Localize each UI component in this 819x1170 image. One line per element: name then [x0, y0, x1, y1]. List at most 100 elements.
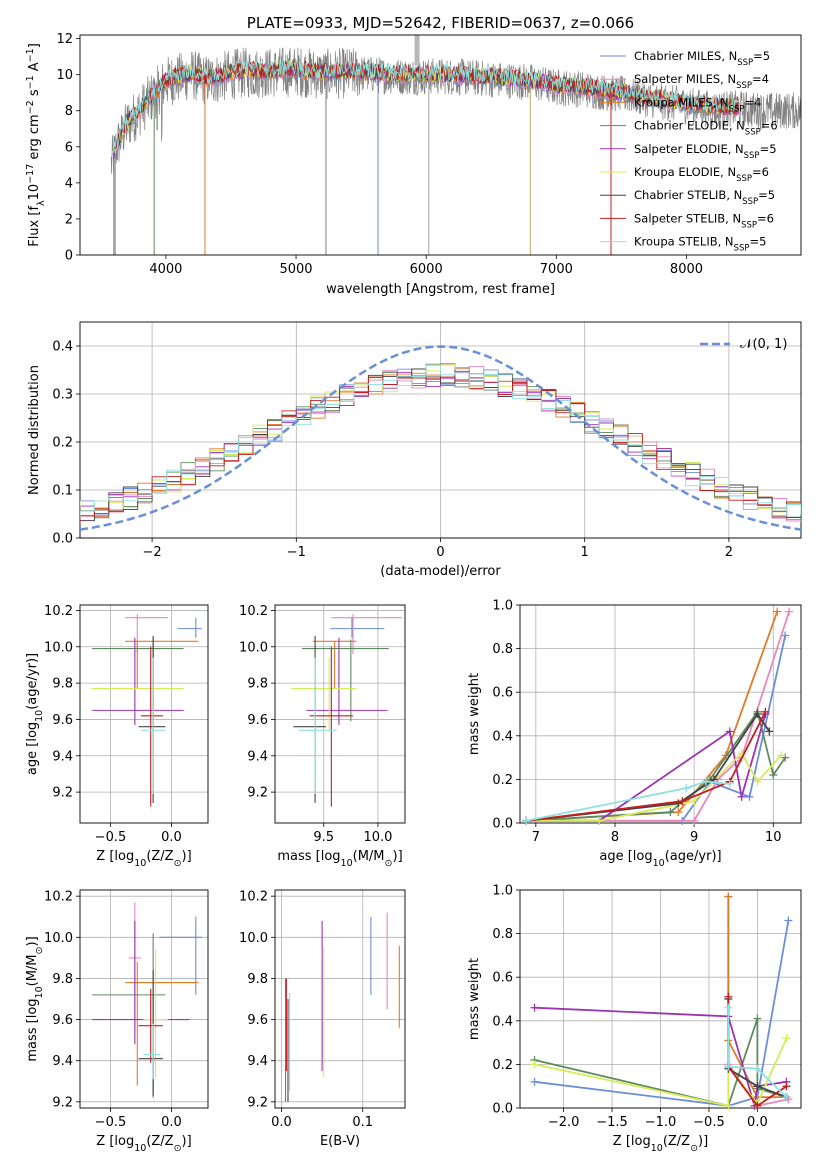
axes-frame: [79, 34, 802, 256]
normal-curve: [80, 345, 801, 531]
x-tick-label: −2.0: [548, 1115, 580, 1130]
y-tick-label: 0.0: [492, 817, 513, 832]
y-tick-label: 10.2: [239, 890, 268, 905]
weight-point-marker: [690, 797, 699, 806]
weight-point-marker: [595, 816, 604, 825]
y-tick-label: 10: [56, 68, 73, 83]
legend-entry: 𝒩(0, 1): [740, 337, 787, 352]
legend-entry: Chabrier STELIB, NSSP=5: [634, 188, 775, 207]
weight-point-marker: [782, 1082, 791, 1091]
weight-series-line: [526, 780, 730, 822]
model-spectrum-line: [113, 62, 739, 155]
axes-frame: [274, 889, 406, 1109]
y-tick-label: 9.8: [247, 972, 268, 987]
weight-point-marker: [737, 792, 746, 801]
weight-point-marker: [725, 779, 734, 788]
chart-title: PLATE=0933, MJD=52642, FIBERID=0637, z=0…: [247, 14, 634, 32]
weight-point-marker: [765, 727, 774, 736]
y-tick-label: 9.2: [247, 1095, 268, 1110]
x-tick-label: 10.0: [363, 830, 392, 845]
y-tick-label: 9.4: [52, 1054, 73, 1069]
legend-entry: Salpeter MILES, NSSP=4: [634, 72, 769, 91]
weight-point-marker: [678, 797, 687, 806]
errorbar-point: [92, 920, 190, 1045]
axes-frame: [519, 604, 802, 824]
y-axis-label: age [log10(age/yr)]: [25, 653, 45, 775]
weight-point-marker: [522, 816, 531, 825]
errorbar-point: [330, 617, 385, 638]
spectrum-panel: 4000 5000 6000 7000 8000 0 2 4 6 8 10 12 PLATE=0933,…: [25, 14, 802, 297]
y-tick-label: 0.8: [492, 642, 513, 657]
legend-entry: Salpeter ELODIE, NSSP=5: [634, 142, 777, 161]
errorbar-point: [140, 657, 166, 794]
x-tick-label: 7: [532, 830, 540, 845]
x-axis-label: wavelength [Angstrom, rest frame]: [326, 282, 555, 297]
x-tick-label: 0: [436, 545, 444, 560]
weight-point-marker: [773, 607, 782, 616]
weight-point-marker: [785, 607, 794, 616]
x-tick-label: −1.0: [645, 1115, 677, 1130]
errorbar-point: [302, 639, 389, 722]
weight-point-marker: [782, 1034, 791, 1043]
axes-frame: [274, 604, 406, 824]
weight-point-marker: [777, 751, 786, 760]
y-tick-label: 0.2: [492, 773, 513, 788]
x-axis-label: Z [log10(Z/Z⊙)]: [613, 1134, 708, 1154]
errorbar-point: [140, 646, 163, 807]
y-axis-label: mass weight: [467, 673, 482, 755]
weight-point-marker: [674, 808, 683, 817]
y-tick-label: 9.8: [52, 677, 73, 692]
y-tick-label: 0.4: [492, 729, 513, 744]
errorbar-point: [306, 637, 388, 725]
weight-point-marker: [666, 808, 675, 817]
y-tick-label: 0.2: [492, 1058, 513, 1073]
errorbar-point: [143, 949, 168, 1078]
x-tick-label: 0.1: [352, 1115, 373, 1130]
y-tick-label: 1.0: [492, 884, 513, 899]
weight-point-marker: [782, 1093, 791, 1102]
errorbar-point: [177, 617, 202, 638]
y-tick-label: 0.4: [492, 1014, 513, 1029]
weight-point-marker: [753, 1014, 762, 1023]
x-axis-label: Z [log10(Z/Z⊙)]: [96, 849, 191, 869]
y-axis-label: mass [log10(M/M⊙)]: [25, 936, 45, 1061]
weight-point-marker: [724, 892, 733, 901]
y-tick-label: 0.0: [52, 532, 73, 547]
x-axis-label: E(B-V): [320, 1134, 360, 1149]
weight-point-marker: [769, 771, 778, 780]
errorbar-point: [92, 639, 184, 722]
mass-vs-metallicity-panel: −0.5 0.0 9.2 9.4 9.6 9.8 10.0 10.2 Z [log10(Z/Z⊙…: [25, 889, 209, 1154]
weight-point-marker: [702, 777, 711, 786]
legend-entry: Chabrier ELODIE, NSSP=6: [634, 119, 778, 138]
y-tick-label: 10.2: [44, 890, 73, 905]
weight-point-marker: [724, 1062, 733, 1071]
y-tick-label: 0.2: [52, 436, 73, 451]
axes-frame: [79, 889, 209, 1109]
errorbar-point: [291, 657, 357, 731]
y-tick-label: 0.6: [492, 971, 513, 986]
y-tick-label: 9.2: [52, 1095, 73, 1110]
x-axis-label: (data-model)/error: [380, 564, 501, 579]
legend-entry: Chabrier MILES, NSSP=5: [634, 49, 770, 68]
weight-point-marker: [753, 777, 762, 786]
x-tick-label: −0.5: [95, 830, 127, 845]
errorbar-point: [312, 640, 357, 689]
x-tick-label: 8000: [670, 262, 703, 277]
y-tick-label: 10.0: [44, 640, 73, 655]
y-tick-label: 6: [65, 140, 73, 155]
y-tick-label: 0.8: [492, 927, 513, 942]
y-tick-label: 8: [65, 104, 73, 119]
weight-point-marker: [753, 1101, 762, 1110]
errorbar-point: [138, 988, 163, 1063]
x-tick-label: 10: [765, 830, 782, 845]
x-tick-label: 6000: [410, 262, 443, 277]
model-spectrum-line: [113, 62, 739, 157]
weight-point-marker: [724, 1101, 733, 1110]
weight-point-marker: [753, 1082, 762, 1091]
y-tick-label: 9.6: [52, 1013, 73, 1028]
mass-vs-ebv-panel: 0.0 0.1 9.2 9.4 9.6 9.8 10.0 10.2 E(B-V): [239, 889, 406, 1149]
y-axis-label: Normed distribution: [27, 365, 42, 495]
legend-entry: Kroupa MILES, NSSP=4: [634, 95, 761, 114]
x-tick-label: 2: [725, 545, 733, 560]
y-tick-label: 12: [56, 32, 73, 47]
